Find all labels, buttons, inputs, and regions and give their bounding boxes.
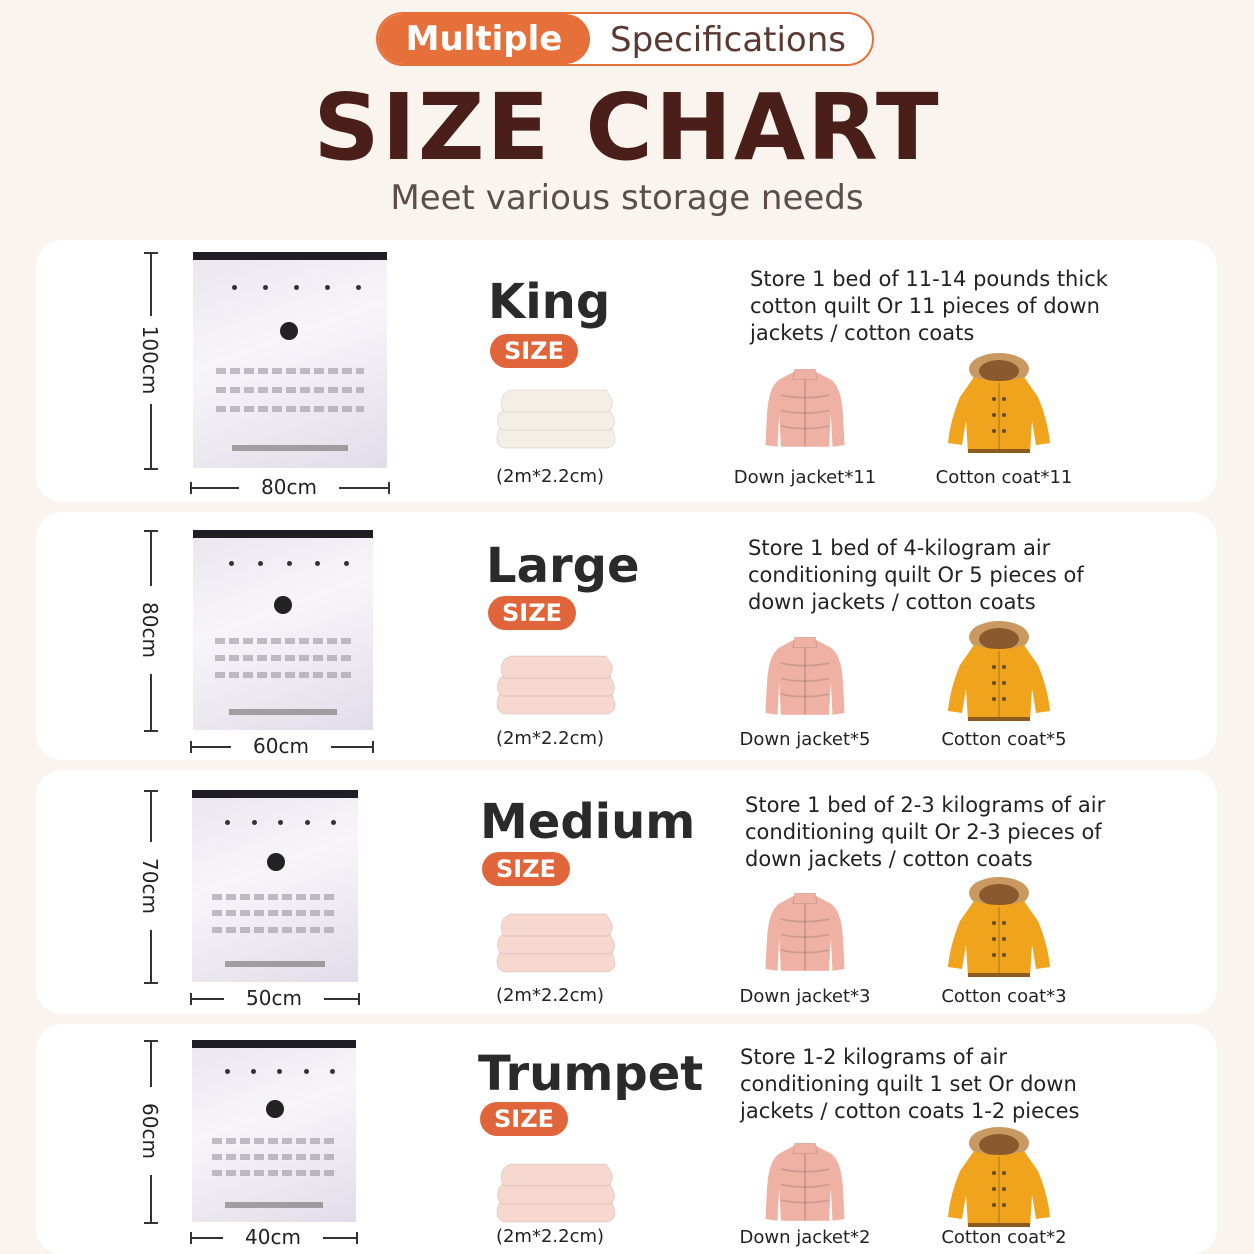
- down-jacket-icon: [765, 892, 845, 971]
- quilt-caption: (2m*2.2cm): [495, 728, 605, 749]
- quilt-icon: [496, 913, 616, 973]
- height-tick-bottom: [144, 468, 158, 470]
- width-label: 80cm: [261, 475, 317, 499]
- size-name: Trumpet: [478, 1046, 704, 1102]
- size-tag: SIZE: [488, 596, 576, 630]
- vacuum-bag-image: [193, 530, 373, 730]
- width-line-right: [323, 1237, 356, 1239]
- bag-valve: [266, 853, 285, 872]
- height-label: 70cm: [138, 858, 162, 914]
- width-tick-right: [388, 482, 390, 494]
- capacity-description: Store 1 bed of 11-14 pounds thick cotton…: [750, 267, 1108, 345]
- height-line-lower: [150, 404, 152, 468]
- pill-left-label: Multiple: [378, 14, 590, 64]
- height-line-lower: [150, 674, 152, 730]
- height-tick-bottom: [144, 982, 158, 984]
- bag-valve: [280, 322, 299, 341]
- quilt-caption: (2m*2.2cm): [495, 985, 605, 1006]
- width-tick-right: [372, 741, 374, 753]
- capacity-description: Store 1-2 kilograms of air conditioning …: [740, 1045, 1080, 1123]
- height-line-lower: [150, 930, 152, 982]
- width-label: 60cm: [253, 734, 309, 758]
- size-tag: SIZE: [480, 1102, 568, 1136]
- vacuum-bag-image: [192, 790, 358, 982]
- size-name: Large: [486, 538, 640, 594]
- page-subtitle: Meet various storage needs: [390, 178, 864, 218]
- vacuum-bag-image: [192, 1040, 356, 1222]
- width-line-left: [190, 998, 224, 1000]
- page-title: SIZE CHART: [313, 74, 941, 181]
- size-tag: SIZE: [490, 334, 578, 368]
- down-jacket-caption: Down jacket*11: [733, 467, 877, 488]
- quilt-caption: (2m*2.2cm): [495, 466, 605, 487]
- width-line-right: [339, 487, 388, 489]
- height-tick-bottom: [144, 1222, 158, 1224]
- width-line-right: [324, 998, 358, 1000]
- height-line-upper: [150, 790, 152, 842]
- down-jacket-icon: [765, 636, 845, 715]
- size-name: Medium: [480, 794, 696, 850]
- cotton-coat-icon: [948, 1127, 1050, 1227]
- down-jacket-icon: [765, 1142, 845, 1221]
- down-jacket-caption: Down jacket*5: [739, 729, 871, 750]
- height-tick-bottom: [144, 730, 158, 732]
- quilt-icon: [496, 389, 616, 449]
- width-label: 50cm: [246, 986, 302, 1010]
- cotton-coat-icon: [948, 353, 1050, 453]
- height-label: 100cm: [138, 325, 162, 395]
- size-name: King: [488, 274, 611, 330]
- pill-right-label: Specifications: [609, 20, 846, 60]
- header-pill: Multiple Specifications: [376, 12, 874, 66]
- cotton-coat-caption: Cotton coat*2: [941, 1227, 1067, 1248]
- down-jacket-caption: Down jacket*2: [739, 1227, 871, 1248]
- size-tag: SIZE: [482, 852, 570, 886]
- bag-valve: [274, 595, 292, 614]
- height-line-upper: [150, 1040, 152, 1087]
- quilt-caption: (2m*2.2cm): [495, 1226, 605, 1247]
- quilt-icon: [496, 655, 616, 715]
- quilt-icon: [496, 1163, 616, 1223]
- width-label: 40cm: [245, 1225, 301, 1249]
- down-jacket-caption: Down jacket*3: [739, 986, 871, 1007]
- width-tick-right: [358, 993, 360, 1005]
- cotton-coat-caption: Cotton coat*5: [941, 729, 1067, 750]
- width-tick-right: [356, 1232, 358, 1244]
- width-line-left: [190, 487, 239, 489]
- height-label: 60cm: [138, 1103, 162, 1159]
- height-line-upper: [150, 530, 152, 586]
- bag-valve: [265, 1100, 284, 1119]
- width-line-left: [190, 1237, 223, 1239]
- width-line-left: [190, 746, 231, 748]
- cotton-coat-icon: [948, 621, 1050, 721]
- height-label: 80cm: [138, 602, 162, 658]
- height-line-lower: [150, 1175, 152, 1222]
- height-line-upper: [150, 252, 152, 316]
- cotton-coat-caption: Cotton coat*3: [941, 986, 1067, 1007]
- down-jacket-icon: [765, 368, 845, 447]
- cotton-coat-caption: Cotton coat*11: [935, 467, 1073, 488]
- capacity-description: Store 1 bed of 2-3 kilograms of air cond…: [745, 793, 1106, 871]
- width-line-right: [331, 746, 372, 748]
- cotton-coat-icon: [948, 877, 1050, 977]
- vacuum-bag-image: [193, 252, 387, 468]
- capacity-description: Store 1 bed of 4-kilogram air conditioni…: [748, 536, 1084, 614]
